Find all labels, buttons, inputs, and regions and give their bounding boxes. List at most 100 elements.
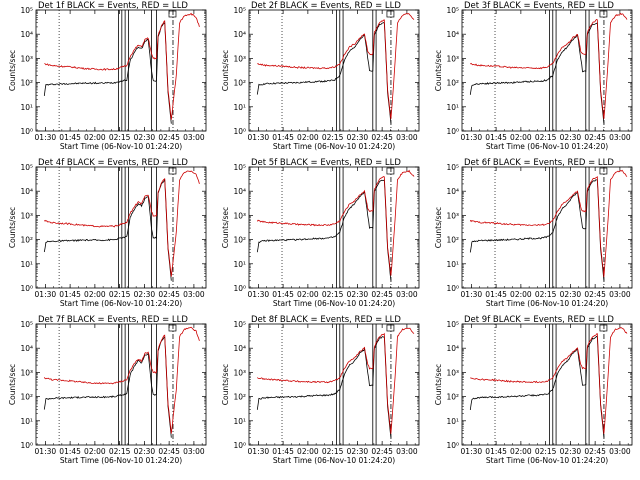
x-tick-label: 03:00 <box>609 133 631 142</box>
x-tick-label: 03:00 <box>183 133 205 142</box>
x-tick-label: 02:15 <box>535 290 557 299</box>
x-tick-label: 02:15 <box>109 447 131 456</box>
y-tick-label: 10⁰ <box>446 127 459 136</box>
x-tick-label: 01:30 <box>35 133 57 142</box>
x-tick-label: 02:30 <box>134 133 156 142</box>
marker-box <box>599 167 608 175</box>
x-tick-label: 01:45 <box>485 133 507 142</box>
x-tick-label: 03:00 <box>396 447 418 456</box>
y-tick-label: 10¹ <box>446 417 459 426</box>
x-tick-label: 02:00 <box>510 447 532 456</box>
y-tick-label: 10⁵ <box>20 6 33 15</box>
y-tick-label: 10⁰ <box>20 441 33 450</box>
lld-series-line <box>470 327 628 434</box>
x-tick-label: 02:30 <box>560 290 582 299</box>
y-tick-label: 10⁰ <box>233 284 246 293</box>
y-tick-label: 10⁴ <box>20 344 33 353</box>
y-tick-label: 10¹ <box>446 103 459 112</box>
y-tick-label: 10⁵ <box>20 163 33 172</box>
y-tick-label: 10⁴ <box>20 30 33 39</box>
plot-frame <box>35 323 207 446</box>
x-tick-label: 03:00 <box>609 290 631 299</box>
x-tick-label: 01:45 <box>272 133 294 142</box>
marker-box <box>168 324 177 332</box>
x-tick-label: 02:30 <box>560 133 582 142</box>
x-tick-label: 02:15 <box>322 290 344 299</box>
detector-panel-9: Det 9f BLACK = Events, RED = LLD 10⁰ 10¹ 10… <box>434 315 633 465</box>
lld-series-line <box>469 169 628 278</box>
x-axis-label: Start Time (06-Nov-10 01:24:20) <box>486 142 608 151</box>
y-tick-label: 10⁴ <box>233 30 246 39</box>
events-series-line <box>43 178 172 281</box>
events-series-line <box>43 21 172 124</box>
x-tick-label: 01:30 <box>461 133 483 142</box>
plot-frame <box>248 9 420 132</box>
x-tick-label: 02:45 <box>584 290 606 299</box>
x-axis-label: Start Time (06-Nov-10 01:24:20) <box>273 299 395 308</box>
y-tick-label: 10⁵ <box>446 320 459 329</box>
x-tick-label: 02:45 <box>158 133 180 142</box>
y-tick-label: 10⁴ <box>446 30 459 39</box>
events-series-line <box>43 335 172 438</box>
y-tick-label: 10⁴ <box>446 344 459 353</box>
plot-frame <box>248 166 420 289</box>
y-tick-label: 10⁵ <box>446 163 459 172</box>
panel-title: Det 5f BLACK = Events, RED = LLD <box>251 158 401 168</box>
y-tick-label: 10⁵ <box>233 320 246 329</box>
y-tick-label: 10⁰ <box>446 284 459 293</box>
detector-panel-3: Det 3f BLACK = Events, RED = LLD 10⁰ 10¹ 10… <box>434 1 633 151</box>
y-tick-label: 10⁵ <box>20 320 33 329</box>
x-tick-label: 01:45 <box>272 290 294 299</box>
panel-title: Det 9f BLACK = Events, RED = LLD <box>464 315 614 325</box>
y-tick-label: 10⁵ <box>233 6 246 15</box>
plot-frame <box>35 9 207 132</box>
x-tick-label: 03:00 <box>609 447 631 456</box>
y-tick-label: 10⁵ <box>446 6 459 15</box>
lld-series-line <box>44 170 200 277</box>
y-tick-label: 10⁰ <box>233 127 246 136</box>
x-tick-label: 02:00 <box>510 290 532 299</box>
x-tick-label: 02:45 <box>371 447 393 456</box>
lld-series-line <box>43 326 200 434</box>
y-tick-label: 10² <box>233 393 246 402</box>
events-series-line <box>469 22 605 124</box>
x-tick-label: 02:00 <box>84 290 106 299</box>
x-tick-label: 02:30 <box>134 447 156 456</box>
y-tick-label: 10⁴ <box>233 187 246 196</box>
x-tick-label: 01:30 <box>35 447 57 456</box>
y-tick-label: 10³ <box>20 54 33 63</box>
y-tick-label: 10² <box>446 236 459 245</box>
panel-title: Det 4f BLACK = Events, RED = LLD <box>38 158 188 168</box>
y-tick-label: 10¹ <box>20 417 33 426</box>
marker-box <box>599 324 608 332</box>
events-series-line <box>469 179 605 281</box>
x-tick-label: 01:45 <box>59 447 81 456</box>
y-tick-label: 10² <box>446 393 459 402</box>
y-tick-label: 10³ <box>20 211 33 220</box>
x-tick-label: 02:00 <box>84 447 106 456</box>
x-axis-label: Start Time (06-Nov-10 01:24:20) <box>60 299 182 308</box>
y-tick-label: 10¹ <box>446 260 459 269</box>
y-tick-label: 10¹ <box>233 103 246 112</box>
detector-panel-6: Det 6f BLACK = Events, RED = LLD 10⁰ 10¹ 10… <box>434 158 633 308</box>
x-tick-label: 02:15 <box>535 133 557 142</box>
x-tick-label: 03:00 <box>396 290 418 299</box>
detector-panel-5: Det 5f BLACK = Events, RED = LLD 10⁰ 10¹ 10… <box>221 158 420 308</box>
x-tick-label: 02:45 <box>371 290 393 299</box>
x-tick-label: 01:30 <box>248 447 270 456</box>
x-axis-label: Start Time (06-Nov-10 01:24:20) <box>273 456 395 465</box>
marker-box <box>168 10 177 18</box>
x-tick-label: 02:30 <box>560 447 582 456</box>
y-axis-label: Counts/sec <box>8 364 17 405</box>
x-axis-label: Start Time (06-Nov-10 01:24:20) <box>60 142 182 151</box>
x-tick-label: 01:45 <box>485 447 507 456</box>
panel-title: Det 6f BLACK = Events, RED = LLD <box>464 158 614 168</box>
y-tick-label: 10³ <box>446 368 459 377</box>
y-tick-label: 10⁴ <box>20 187 33 196</box>
marker-box <box>386 167 395 175</box>
x-tick-label: 02:15 <box>322 447 344 456</box>
panel-title: Det 8f BLACK = Events, RED = LLD <box>251 315 401 325</box>
x-tick-label: 01:45 <box>272 447 294 456</box>
x-tick-label: 02:45 <box>371 133 393 142</box>
